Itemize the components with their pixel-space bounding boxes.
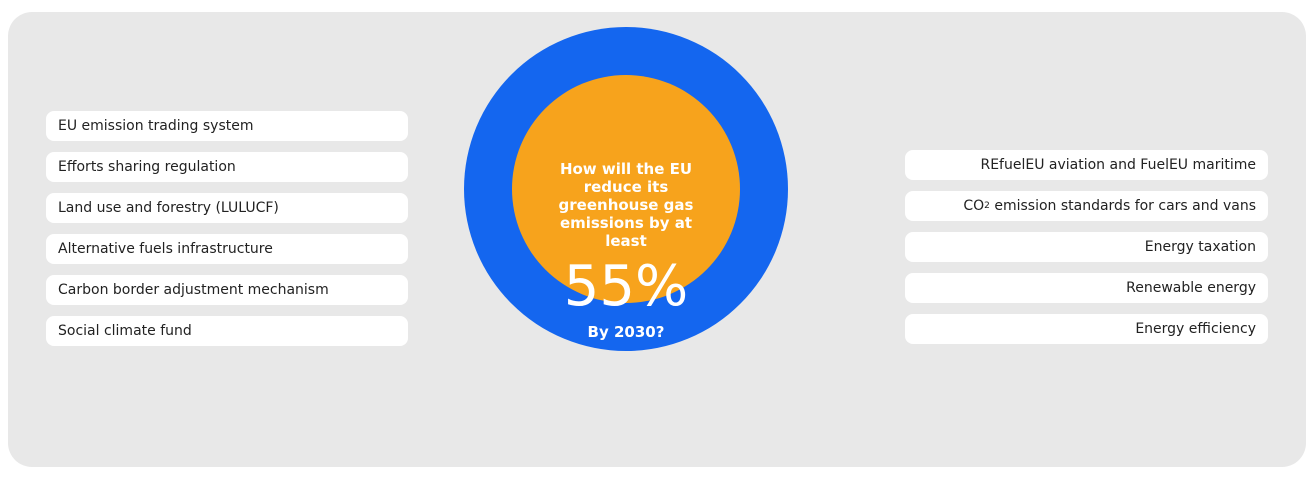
- measure-eu-ets: EU emission trading system: [46, 111, 408, 141]
- target-percentage: 55%: [563, 254, 689, 319]
- measure-effort-sharing: Efforts sharing regulation: [46, 152, 408, 182]
- target-year: By 2030?: [587, 323, 665, 341]
- center-question: How will the EU reduce its greenhouse ga…: [512, 160, 740, 250]
- measure-energy-efficiency: Energy efficiency: [905, 314, 1268, 344]
- measure-co2-standards: CO 2 emission standards for cars and vans: [905, 191, 1268, 221]
- question-line: emissions by at: [559, 214, 693, 232]
- center-orange-circle: How will the EU reduce its greenhouse ga…: [512, 75, 740, 341]
- question-line: How will the EU: [559, 160, 693, 178]
- measure-alternative-fuels: Alternative fuels infrastructure: [46, 234, 408, 264]
- measure-lulucf: Land use and forestry (LULUCF): [46, 193, 408, 223]
- left-measure-list: EU emission trading system Efforts shari…: [46, 111, 408, 357]
- co2-subscript: 2: [984, 201, 990, 211]
- measure-cbam: Carbon border adjustment mechanism: [46, 275, 408, 305]
- right-measure-list: REfuelEU aviation and FuelEU maritime CO…: [905, 150, 1268, 355]
- measure-social-climate-fund: Social climate fund: [46, 316, 408, 346]
- co2-label: CO: [963, 198, 985, 214]
- question-line: least: [605, 232, 647, 250]
- measure-energy-taxation: Energy taxation: [905, 232, 1268, 262]
- question-line: reduce its: [583, 178, 669, 196]
- question-line: greenhouse gas: [558, 196, 694, 214]
- measure-refueleu-fueleu: REfuelEU aviation and FuelEU maritime: [905, 150, 1268, 180]
- co2-standards-label: emission standards for cars and vans: [989, 198, 1256, 214]
- measure-renewable-energy: Renewable energy: [905, 273, 1268, 303]
